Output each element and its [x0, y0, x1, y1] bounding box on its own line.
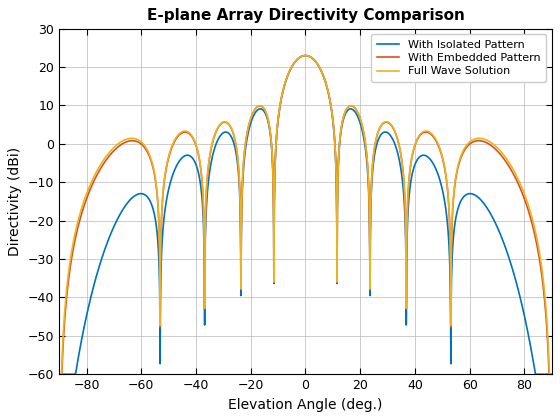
With Embedded Pattern [56, 372, 63, 377]
With Embedded Pattern [436, 147, 443, 152]
With Isolated Pattern [436, 177, 443, 182]
Line: With Embedded Pattern: With Embedded Pattern [59, 55, 552, 374]
Full Wave Solution [209, 140, 216, 145]
Full Wave Solution [436, 145, 443, 150]
Full Wave Solution [302, 53, 309, 58]
Full Wave Solution [115, 141, 122, 146]
With Embedded Pattern [115, 144, 122, 149]
With Embedded Pattern [396, 145, 403, 150]
With Embedded Pattern [209, 141, 216, 146]
Full Wave Solution [548, 372, 555, 377]
Y-axis label: Directivity (dBi): Directivity (dBi) [8, 147, 22, 256]
X-axis label: Elevation Angle (deg.): Elevation Angle (deg.) [228, 398, 382, 412]
Line: Full Wave Solution: Full Wave Solution [59, 55, 552, 374]
With Isolated Pattern [114, 216, 121, 221]
With Isolated Pattern [302, 53, 309, 58]
With Embedded Pattern [87, 186, 94, 192]
With Isolated Pattern [548, 372, 555, 377]
With Isolated Pattern [209, 155, 216, 160]
Line: With Isolated Pattern: With Isolated Pattern [59, 55, 552, 374]
With Embedded Pattern [302, 53, 309, 58]
With Embedded Pattern [114, 144, 121, 150]
With Isolated Pattern [56, 372, 63, 377]
Title: E-plane Array Directivity Comparison: E-plane Array Directivity Comparison [147, 8, 464, 24]
With Embedded Pattern [548, 372, 555, 377]
Full Wave Solution [396, 144, 403, 150]
Full Wave Solution [56, 372, 63, 377]
With Isolated Pattern [87, 297, 94, 302]
With Isolated Pattern [115, 215, 122, 220]
Full Wave Solution [87, 182, 94, 187]
Legend: With Isolated Pattern, With Embedded Pattern, Full Wave Solution: With Isolated Pattern, With Embedded Pat… [371, 34, 546, 82]
Full Wave Solution [114, 142, 121, 147]
With Isolated Pattern [396, 159, 403, 164]
